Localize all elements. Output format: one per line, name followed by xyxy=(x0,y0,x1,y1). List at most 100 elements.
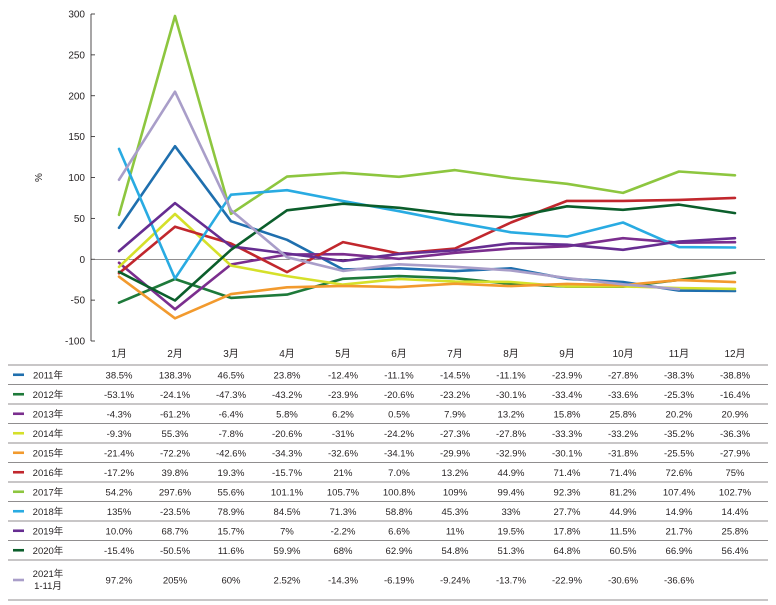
y-tick-label: 250 xyxy=(68,50,85,61)
table-cell: -9.3% xyxy=(107,429,132,440)
table-cell: -24.1% xyxy=(160,390,191,401)
table-cell: 15.7% xyxy=(218,526,245,537)
table-cell: -38.8% xyxy=(720,370,751,381)
row-label: 2011年 xyxy=(33,369,63,381)
table-cell: 10.0% xyxy=(106,526,133,537)
table-cell: -20.6% xyxy=(384,390,415,401)
table-cell: 205% xyxy=(163,576,188,587)
table-cell: -43.2% xyxy=(272,390,303,401)
table-cell: 44.9% xyxy=(610,507,637,518)
table-cell: -24.2% xyxy=(384,429,415,440)
table-cell: 55.3% xyxy=(162,429,189,440)
series-line-2013年 xyxy=(117,236,737,311)
table-cell: 297.6% xyxy=(159,487,192,498)
table-cell: -15.4% xyxy=(104,546,135,557)
table-cell: -38.3% xyxy=(664,370,695,381)
x-tick-label: 2月 xyxy=(167,348,183,360)
table-cell: 60.5% xyxy=(610,546,637,557)
row-label: 2017年 xyxy=(33,486,64,498)
table-cell: -25.5% xyxy=(664,448,695,459)
table-cell: -6.19% xyxy=(384,576,415,587)
table-cell: 138.3% xyxy=(159,370,192,381)
x-tick-label: 11月 xyxy=(669,348,689,360)
table-cell: -30.1% xyxy=(496,390,527,401)
row-label: 2012年 xyxy=(33,389,64,401)
table-cell: 60% xyxy=(221,576,241,587)
row-label: 2015年 xyxy=(33,447,64,459)
x-tick-label: 3月 xyxy=(223,348,239,360)
table-cell: 11.6% xyxy=(218,546,245,557)
table-cell: 64.8% xyxy=(554,546,581,557)
table-cell: 7.0% xyxy=(388,468,410,479)
table-cell: -12.4% xyxy=(328,370,359,381)
table-cell: -72.2% xyxy=(160,448,191,459)
series-line-2017年 xyxy=(117,14,737,217)
table-cell: -16.4% xyxy=(720,390,751,401)
table-cell: 6.6% xyxy=(388,526,410,537)
table-cell: -30.1% xyxy=(552,448,583,459)
x-tick-label: 12月 xyxy=(724,348,745,360)
x-tick-label: 5月 xyxy=(335,348,351,360)
series-line-2021年 xyxy=(117,90,681,291)
table-cell: 97.2% xyxy=(106,576,133,587)
table-cell: -61.2% xyxy=(160,409,191,420)
table-cell: -27.8% xyxy=(608,370,639,381)
table-cell: -23.2% xyxy=(440,390,471,401)
table-cell: -33.2% xyxy=(608,429,639,440)
table-cell: -15.7% xyxy=(272,468,303,479)
table-cell: 54.2% xyxy=(106,487,133,498)
table-cell: 25.8% xyxy=(610,409,637,420)
table-cell: 62.9% xyxy=(386,546,413,557)
table-cell: 59.9% xyxy=(274,546,301,557)
row-label: 2020年 xyxy=(33,545,64,557)
table-cell: 100.8% xyxy=(383,487,416,498)
table-cell: 72.6% xyxy=(666,468,693,479)
table-cell: 46.5% xyxy=(218,370,245,381)
y-tick-label: 150 xyxy=(68,132,85,143)
x-tick-label: 8月 xyxy=(503,348,519,360)
series-lines xyxy=(117,14,737,320)
y-tick-label: 200 xyxy=(68,91,85,102)
table-cell: 20.2% xyxy=(666,409,693,420)
table-cell: 13.2% xyxy=(498,409,525,420)
table-cell: 71.4% xyxy=(554,468,581,479)
x-tick-label: 10月 xyxy=(612,348,633,360)
row-label: 2018年 xyxy=(33,506,64,518)
series-line-2018年 xyxy=(117,147,737,280)
table-cell: 58.8% xyxy=(386,507,413,518)
table-cell: -36.3% xyxy=(720,429,751,440)
row-label-sub: 1-11月 xyxy=(34,581,62,592)
table-cell: -7.8% xyxy=(219,429,244,440)
table-cell: 107.4% xyxy=(663,487,696,498)
x-tick-label: 4月 xyxy=(279,348,295,360)
table-cell: -50.5% xyxy=(160,546,191,557)
series-line-2019年 xyxy=(117,201,737,263)
table-cell: 102.7% xyxy=(719,487,752,498)
table-cell: 13.2% xyxy=(442,468,469,479)
table-cell: -34.1% xyxy=(384,448,415,459)
table-cell: -22.9% xyxy=(552,576,583,587)
table-cell: 101.1% xyxy=(271,487,304,498)
table-cell: 55.6% xyxy=(218,487,245,498)
table-cell: 7% xyxy=(280,526,294,537)
table-cell: -33.4% xyxy=(552,390,583,401)
table-cell: -11.1% xyxy=(384,370,414,381)
x-tick-label: 7月 xyxy=(447,348,463,360)
y-axis-label: % xyxy=(34,173,45,182)
table-cell: -29.9% xyxy=(440,448,471,459)
table-cell: -35.2% xyxy=(664,429,695,440)
x-tick-label: 1月 xyxy=(111,348,127,360)
axes: -100 -50 0 50 100 150 200 250 300% xyxy=(34,10,765,348)
table-cell: -31.8% xyxy=(608,448,639,459)
table-cell: -14.3% xyxy=(328,576,359,587)
table-cell: -2.2% xyxy=(331,526,356,537)
table-cell: 19.3% xyxy=(218,468,245,479)
table-cell: 27.7% xyxy=(554,507,581,518)
table-cell: -6.4% xyxy=(219,409,244,420)
table-cell: 45.3% xyxy=(442,507,469,518)
table-cell: -33.6% xyxy=(608,390,639,401)
row-label: 2021年 xyxy=(33,568,64,580)
table-cell: 2.52% xyxy=(274,576,301,587)
row-label: 2013年 xyxy=(33,408,64,420)
table-cell: -42.6% xyxy=(216,448,247,459)
